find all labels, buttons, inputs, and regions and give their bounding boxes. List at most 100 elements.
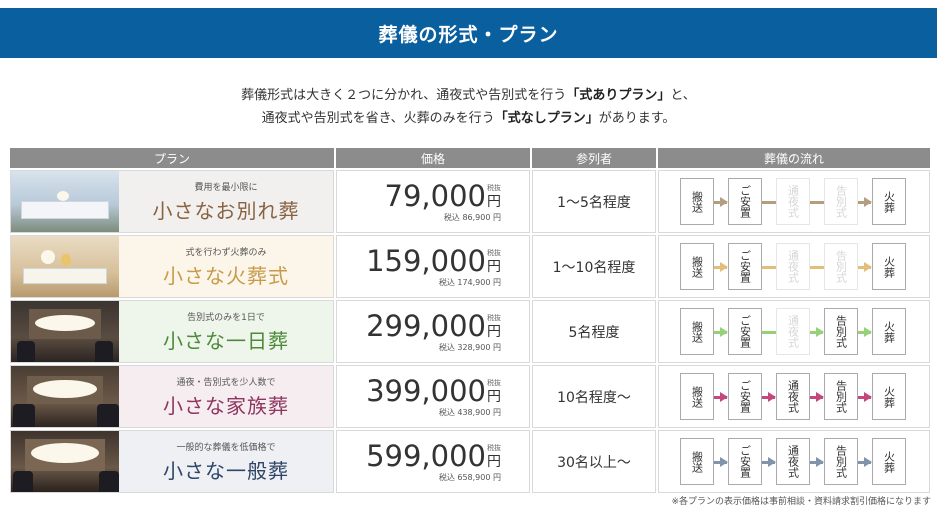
- flow-cell: 搬送 ご安置 通夜式 告別式 火葬: [658, 235, 930, 298]
- table-row: 費用を最小限に小さなお別れ葬 79,000 税抜円税込 86,900 円 1～5名程度…: [10, 170, 930, 233]
- flow-arrow-icon: [858, 457, 872, 467]
- flow-step: ご安置: [728, 308, 762, 355]
- header-price: 価格: [336, 148, 530, 168]
- plan-photo: [11, 431, 119, 492]
- flow-arrow-icon: [714, 262, 728, 272]
- flow-step: 火葬: [872, 243, 906, 290]
- flow-step: 搬送: [680, 243, 714, 290]
- plan-photo: [11, 366, 119, 427]
- price-tax-included: 税込 658,900 円: [438, 472, 501, 482]
- attendees-cell: 10名程度～: [532, 365, 656, 428]
- flow-arrow-icon: [762, 392, 776, 402]
- tax-excluded-label: 税抜: [487, 313, 501, 322]
- flow-arrow-icon: [858, 327, 872, 337]
- price-amount: 299,000: [366, 308, 486, 343]
- price-tax-included: 税込 174,900 円: [438, 277, 501, 287]
- price-amount: 79,000: [384, 178, 486, 213]
- header-attendees: 参列者: [532, 148, 656, 168]
- price-amount: 599,000: [366, 438, 486, 473]
- flow-step: 火葬: [872, 373, 906, 420]
- tax-excluded-label: 税抜: [487, 443, 501, 452]
- flow-step: ご安置: [728, 178, 762, 225]
- intro-line-2-pre: 通夜式や告別式を省き、火葬のみを行う: [261, 111, 495, 126]
- plan-cell: 告別式のみを1日で小さな一日葬: [10, 300, 334, 363]
- yen-label: 円: [487, 453, 501, 470]
- intro-line-2-bold: 「式なしプラン」: [494, 111, 599, 126]
- flow-step: 告別式: [824, 438, 858, 485]
- price-cell: 159,000 税抜円税込 174,900 円: [336, 235, 530, 298]
- intro-text: 葬儀形式は大きく２つに分かれ、通夜式や告別式を行う「式ありプラン」と、 通夜式や…: [0, 84, 937, 130]
- flow-arrow-icon: [810, 392, 824, 402]
- header-plan: プラン: [10, 148, 334, 168]
- flow-step: 搬送: [680, 373, 714, 420]
- flow-step: 通夜式: [776, 438, 810, 485]
- intro-line-2-post: があります。: [598, 111, 676, 126]
- price-amount: 399,000: [366, 373, 486, 408]
- plan-photo: [11, 301, 119, 362]
- price-tax-included: 税込 438,900 円: [438, 407, 501, 417]
- flow-arrow-icon: [714, 327, 728, 337]
- funeral-flow: 搬送 ご安置 通夜式 告別式 火葬: [659, 431, 929, 492]
- funeral-flow: 搬送 ご安置 通夜式 告別式 火葬: [659, 171, 929, 232]
- plan-label: 通夜・告別式を少人数で 小さな家族葬: [119, 366, 333, 427]
- flow-step: 告別式: [824, 308, 858, 355]
- flow-step: 通夜式: [776, 178, 810, 225]
- price-cell: 299,000 税抜円税込 328,900 円: [336, 300, 530, 363]
- plan-name: 小さな一日葬: [163, 328, 289, 353]
- flow-arrow-icon: [714, 197, 728, 207]
- flow-arrow-icon: [762, 457, 776, 467]
- plan-subtitle: 一般的な葬儀を低価格で: [176, 442, 276, 453]
- flow-step: 告別式: [824, 178, 858, 225]
- price-tax-included: 税込 86,900 円: [443, 212, 501, 222]
- flow-arrow-icon: [858, 392, 872, 402]
- plan-name: 小さなお別れ葬: [152, 198, 300, 223]
- flow-arrow-icon: [714, 457, 728, 467]
- table-header-row: プラン 価格 参列者 葬儀の流れ: [10, 148, 930, 168]
- plan-name: 小さな家族葬: [163, 393, 289, 418]
- table-row: 式を行わず火葬のみ 小さな火葬式 159,000 税抜円税込 174,900 円 1～1…: [10, 235, 930, 298]
- funeral-flow: 搬送 ご安置 通夜式 告別式 火葬: [659, 366, 929, 427]
- flow-step: 火葬: [872, 178, 906, 225]
- plan-label: 一般的な葬儀を低価格で小さな一般葬: [119, 431, 333, 492]
- flow-step: ご安置: [728, 438, 762, 485]
- page-banner: 葬儀の形式・プラン: [0, 8, 937, 58]
- flow-step: 火葬: [872, 438, 906, 485]
- yen-label: 円: [487, 258, 501, 275]
- tax-excluded-label: 税抜: [487, 378, 501, 387]
- plan-photo: [11, 171, 119, 232]
- intro-line-1-pre: 葬儀形式は大きく２つに分かれ、通夜式や告別式を行う: [241, 88, 567, 103]
- flow-step: ご安置: [728, 243, 762, 290]
- plan-label: 告別式のみを1日で小さな一日葬: [119, 301, 333, 362]
- flow-step: 通夜式: [776, 243, 810, 290]
- flow-step: 搬送: [680, 308, 714, 355]
- table-row: 告別式のみを1日で 小さな一日葬 299,000 税抜円税込 328,900 円 5名程…: [10, 300, 930, 363]
- yen-label: 円: [487, 323, 501, 340]
- flow-step: 火葬: [872, 308, 906, 355]
- tax-excluded-label: 税抜: [487, 248, 501, 257]
- attendees-cell: 1～10名程度: [532, 235, 656, 298]
- plan-subtitle: 告別式のみを1日で: [187, 312, 265, 323]
- plan-name: 小さな一般葬: [163, 458, 289, 483]
- flow-step: 通夜式: [776, 373, 810, 420]
- yen-label: 円: [487, 388, 501, 405]
- price-cell: 399,000 税抜円税込 438,900 円: [336, 365, 530, 428]
- flow-cell: 搬送 ご安置 通夜式 告別式 火葬: [658, 300, 930, 363]
- flow-arrow-icon: [810, 457, 824, 467]
- plan-label: 式を行わず火葬のみ 小さな火葬式: [119, 236, 333, 297]
- plan-subtitle: 費用を最小限に: [194, 182, 258, 193]
- price-amount: 159,000: [366, 243, 486, 278]
- header-flow: 葬儀の流れ: [658, 148, 930, 168]
- funeral-flow: 搬送 ご安置 通夜式 告別式 火葬: [659, 236, 929, 297]
- flow-arrow-icon: [714, 392, 728, 402]
- intro-line-1-post: と、: [670, 88, 696, 103]
- flow-step: 告別式: [824, 373, 858, 420]
- tax-excluded-label: 税抜: [487, 183, 501, 192]
- flow-arrow-icon: [762, 197, 872, 207]
- price-cell: 79,000 税抜円税込 86,900 円: [336, 170, 530, 233]
- plan-subtitle: 式を行わず火葬のみ: [185, 247, 267, 258]
- attendees-cell: 1～5名程度: [532, 170, 656, 233]
- flow-step: 告別式: [824, 243, 858, 290]
- price-cell: 599,000 税抜円税込 658,900 円: [336, 430, 530, 493]
